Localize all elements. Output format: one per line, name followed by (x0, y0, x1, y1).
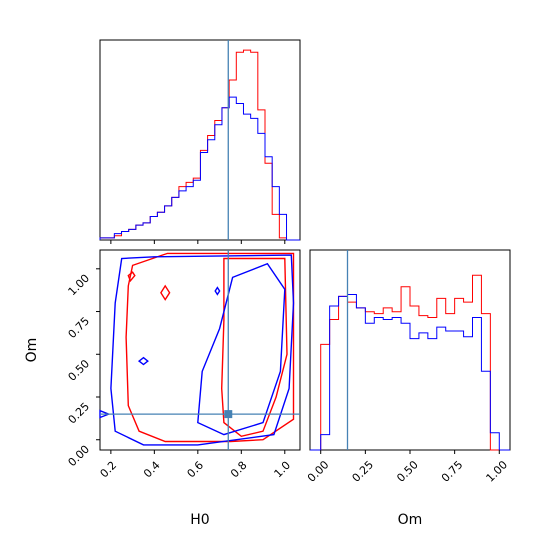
om-hist-xtick-label: 1.00 (484, 458, 511, 485)
contour-5 (197, 262, 286, 436)
contour-ytick-label: 0.75 (66, 314, 93, 341)
contour-xtick-label: 0.2 (98, 459, 120, 481)
contour-7 (137, 356, 149, 366)
contour-1 (220, 257, 288, 438)
h0-om-contour-panel (99, 249, 301, 451)
contour-ytick-label: 1.00 (66, 272, 93, 299)
om-histogram-series-1 (310, 293, 510, 451)
contour-3 (127, 271, 136, 283)
om-hist-xtick-label: 0.50 (394, 458, 421, 485)
om-hist-xtick-label: 0.00 (305, 458, 332, 485)
contour-2 (160, 284, 171, 301)
contour-xtick-label: 1.0 (272, 459, 294, 481)
truth-marker (224, 410, 233, 419)
contour-4 (110, 254, 295, 446)
om-hist-xtick-label: 0.25 (350, 458, 377, 485)
om-histogram-panel (309, 249, 511, 451)
y-axis-label-om: Om (24, 338, 40, 363)
contour-xtick-label: 0.4 (141, 459, 163, 481)
contour-xtick-label: 0.8 (228, 459, 250, 481)
om-histogram-frame (309, 249, 511, 451)
h0-histogram-series-0 (99, 49, 300, 241)
h0-histogram-panel (99, 39, 301, 241)
om-histogram-series-0 (310, 274, 510, 451)
h0-om-contour-frame (99, 249, 301, 451)
contour-0 (125, 252, 295, 443)
contour-6 (214, 286, 221, 296)
x-axis-label-om: Om (398, 512, 423, 528)
contour-ytick-label: 0.25 (66, 400, 93, 427)
contour-ytick-label: 0.50 (66, 357, 93, 384)
om-hist-xtick-label: 0.75 (439, 458, 466, 485)
contour-ytick-label: 0.00 (66, 443, 93, 470)
h0-histogram-frame (99, 39, 301, 241)
h0-histogram-series-1 (99, 96, 300, 241)
x-axis-label-h0: H0 (190, 512, 209, 528)
contour-xtick-label: 0.6 (185, 459, 207, 481)
